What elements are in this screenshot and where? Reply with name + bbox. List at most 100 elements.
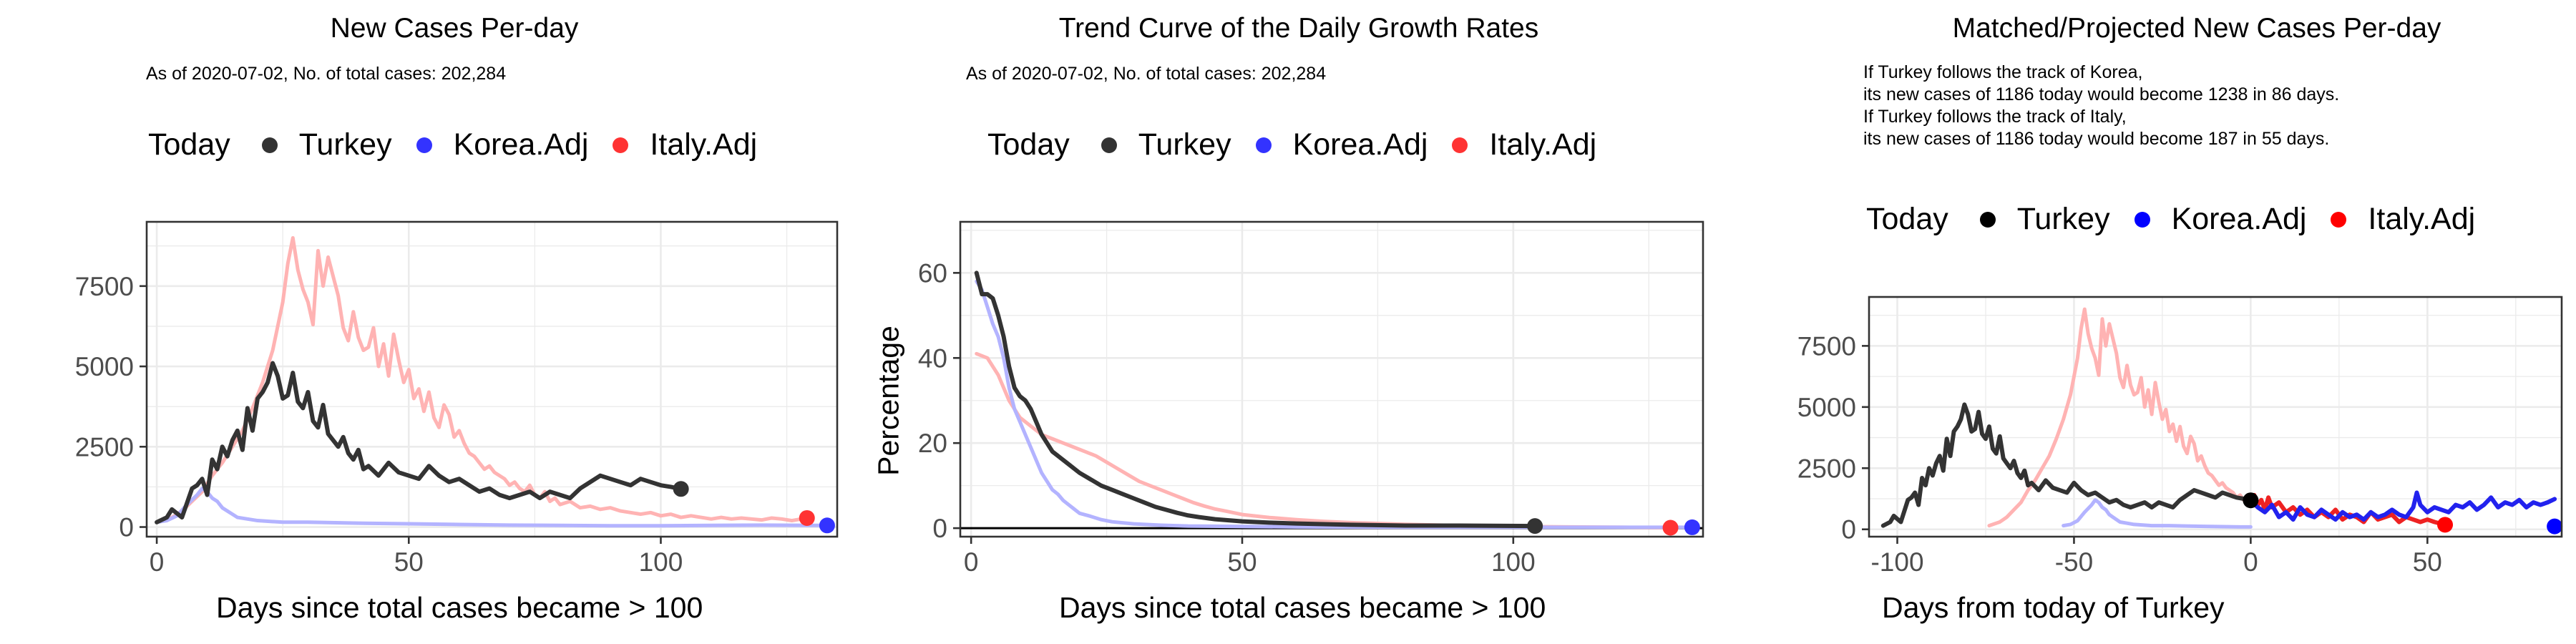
- legend-item-turkey: Turkey: [261, 127, 392, 162]
- grid: [1869, 297, 2562, 537]
- today-marker-italy-adj: [2437, 517, 2454, 533]
- series-line-korea-adj: [155, 487, 829, 528]
- legend-dot-icon: [261, 137, 278, 153]
- x-axis-title: Days since total cases became > 100: [216, 591, 703, 624]
- legend-label: Italy.Adj: [1489, 127, 1597, 162]
- x-tick-label: 100: [639, 547, 683, 577]
- legend: Today Turkey Korea.Adj Italy.Adj: [1866, 202, 2499, 237]
- today-marker-turkey: [673, 481, 689, 497]
- annotation-line: If Turkey follows the track of Korea,: [1863, 62, 2143, 82]
- chart-title: New Cases Per-day: [330, 13, 579, 44]
- legend-dot-icon: [2331, 211, 2347, 228]
- y-tick-label: 60: [918, 258, 947, 288]
- grid: [960, 222, 1703, 537]
- legend-title: Today: [1866, 202, 1948, 236]
- x-tick-label: -50: [2055, 547, 2093, 577]
- legend-label: Turkey: [2016, 202, 2110, 236]
- chart-subtitle: As of 2020-07-02, No. of total cases: 20…: [146, 64, 507, 84]
- legend-label: Italy.Adj: [2368, 202, 2476, 236]
- x-tick-label: 50: [2413, 547, 2442, 577]
- series-line-turkey: [155, 361, 683, 525]
- series-line-italy-adj: [975, 351, 1673, 530]
- legend-dot-icon: [2134, 211, 2150, 228]
- y-tick-label: 0: [119, 513, 134, 542]
- today-marker-turkey: [1527, 518, 1543, 535]
- plot-area: 0 50 100 0 2500 5000 7500: [75, 220, 839, 577]
- legend-item-korea: Korea.Adj: [2134, 202, 2307, 237]
- plot-area: 0 50 100 0 20 40 60: [918, 220, 1704, 577]
- projection-annotation: If Turkey follows the track of Korea, it…: [1863, 62, 2339, 150]
- panel-border: [145, 220, 839, 538]
- legend-dot-icon: [416, 137, 432, 153]
- panel-new-cases: New Cases Per-day As of 2020-07-02, No. …: [0, 0, 852, 644]
- legend-item-turkey: Turkey: [1101, 127, 1231, 162]
- y-tick-label: 7500: [1797, 331, 1856, 361]
- series-line-turkey: [1880, 402, 2253, 528]
- legend-dot-icon: [613, 137, 629, 153]
- x-axis-title: Days since total cases became > 100: [1059, 591, 1546, 624]
- legend-item-korea: Korea.Adj: [1255, 127, 1428, 162]
- x-tick-label: -100: [1870, 547, 1923, 577]
- panel-border: [959, 220, 1704, 538]
- today-marker-italy-adj: [1662, 519, 1679, 536]
- x-axis-title: Days from today of Turkey: [1882, 591, 2225, 624]
- x-tick-label: 0: [150, 547, 165, 577]
- legend-label: Italy.Adj: [650, 127, 758, 162]
- today-marker-korea-adj: [819, 517, 835, 534]
- series-line-korea-adj: [975, 279, 1694, 530]
- y-tick-label: 5000: [1797, 393, 1856, 422]
- series-line-italy-adj: [155, 235, 809, 525]
- x-tick-label: 0: [964, 547, 979, 577]
- y-tick-label: 2500: [75, 432, 134, 462]
- legend-item-korea: Korea.Adj: [416, 127, 589, 162]
- legend-item-italy: Italy.Adj: [1452, 127, 1596, 162]
- x-tick-label: 0: [2243, 547, 2258, 577]
- y-tick-label: 7500: [75, 272, 134, 301]
- legend-label: Turkey: [1138, 127, 1231, 162]
- legend-title: Today: [148, 127, 230, 162]
- legend-item-italy: Italy.Adj: [613, 127, 757, 162]
- y-tick-label: 0: [932, 514, 947, 543]
- x-tick-label: 50: [1227, 547, 1257, 577]
- y-tick-label: 2500: [1797, 454, 1856, 483]
- legend-label: Korea.Adj: [453, 127, 589, 162]
- panel-border: [1868, 296, 2563, 538]
- today-marker-korea-adj: [2547, 518, 2563, 535]
- today-marker-turkey: [2243, 492, 2259, 509]
- series-line-korea-adj: [2062, 498, 2253, 529]
- annotation-line: its new cases of 1186 today would become…: [1863, 129, 2330, 149]
- y-tick-label: 0: [1841, 515, 1856, 545]
- legend-label: Korea.Adj: [2171, 202, 2307, 236]
- plot-area: -100 -50 0 50 0 2500 5000 7500: [1797, 296, 2563, 577]
- chart-title: Trend Curve of the Daily Growth Rates: [1058, 13, 1539, 44]
- today-marker-korea-adj: [1684, 519, 1700, 535]
- legend-label: Turkey: [298, 127, 392, 162]
- legend-item-turkey: Turkey: [1979, 202, 2110, 237]
- y-tick-label: 20: [918, 429, 947, 458]
- x-tick-label: 50: [394, 547, 424, 577]
- legend: Today Turkey Korea.Adj Italy.Adj: [987, 127, 1621, 162]
- legend: Today Turkey Korea.Adj Italy.Adj: [148, 127, 781, 162]
- legend-dot-icon: [1101, 137, 1117, 153]
- legend-dot-icon: [1255, 137, 1272, 153]
- annotation-line: its new cases of 1186 today would become…: [1863, 84, 2340, 104]
- legend-label: Korea.Adj: [1292, 127, 1428, 162]
- chart-subtitle: As of 2020-07-02, No. of total cases: 20…: [966, 64, 1327, 84]
- panel-growth-rates: Trend Curve of the Daily Growth Rates As…: [852, 0, 1717, 644]
- series-line-italy-adj: [1987, 307, 2253, 528]
- series-line-turkey: [974, 270, 1538, 529]
- annotation-line: If Turkey follows the track of Italy,: [1863, 107, 2127, 127]
- legend-dot-icon: [1979, 211, 1996, 228]
- legend-dot-icon: [1452, 137, 1468, 153]
- today-marker-italy-adj: [799, 509, 815, 526]
- y-tick-label: 5000: [75, 352, 134, 381]
- projected-line-korea-adj: [2248, 490, 2557, 522]
- chart-title: Matched/Projected New Cases Per-day: [1952, 13, 2441, 44]
- panel-projected: Matched/Projected New Cases Per-day If T…: [1717, 0, 2576, 644]
- grid: [147, 222, 837, 537]
- y-tick-label: 40: [918, 343, 947, 373]
- legend-item-italy: Italy.Adj: [2331, 202, 2475, 237]
- legend-title: Today: [987, 127, 1070, 162]
- y-axis-title: Percentage: [872, 326, 905, 476]
